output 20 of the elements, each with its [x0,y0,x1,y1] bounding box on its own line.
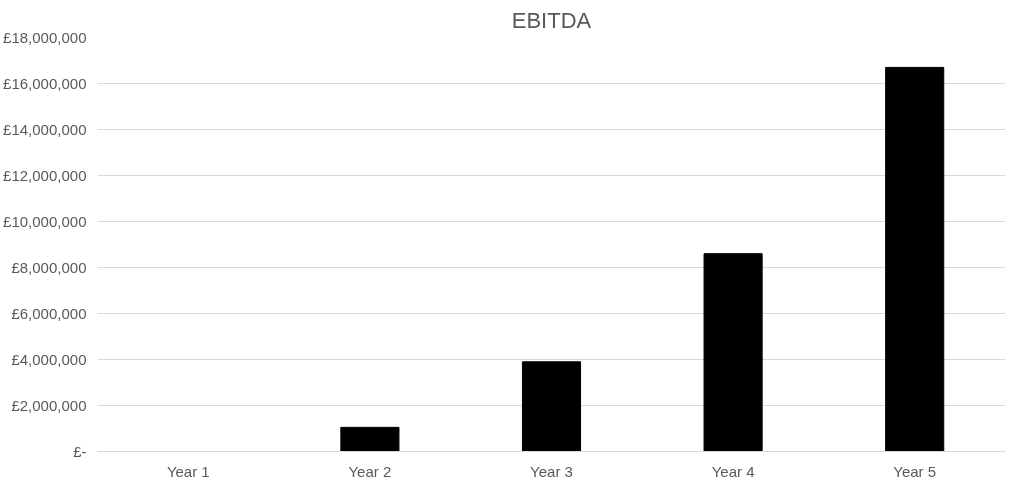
y-tick-label: £10,000,000 [3,213,87,230]
bar [340,426,400,452]
y-tick-label: £18,000,000 [3,29,87,46]
x-tick-label: Year 5 [893,462,937,480]
y-tick-label: £8,000,000 [11,259,87,276]
x-tick-label: Year 1 [166,462,210,480]
y-tick-label: £16,000,000 [3,75,87,92]
x-tick-label: Year 4 [711,462,755,480]
y-tick-label: £2,000,000 [11,397,87,414]
y-tick-label: £4,000,000 [11,351,87,368]
x-tick-label: Year 2 [348,462,392,480]
y-tick-label: £6,000,000 [11,305,87,322]
y-tick-label: £- [73,443,87,460]
y-tick-label: £12,000,000 [3,167,87,184]
y-tick-label: £14,000,000 [3,121,87,138]
bar [703,253,763,452]
chart-title: EBITDA [511,7,592,33]
bar [521,361,582,452]
bar [885,66,945,452]
x-tick-label: Year 3 [530,462,573,480]
